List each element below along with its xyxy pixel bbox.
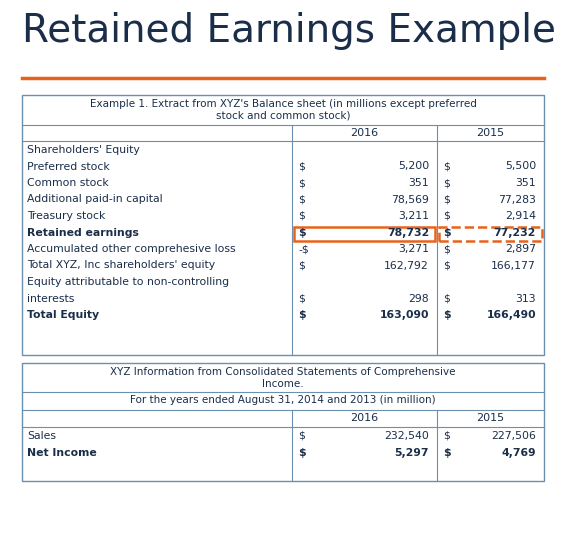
- Text: $: $: [443, 162, 450, 171]
- Bar: [22, 95, 544, 355]
- Text: 313: 313: [516, 294, 536, 304]
- Text: 163,090: 163,090: [379, 310, 429, 320]
- Text: For the years ended August 31, 2014 and 2013 (in million): For the years ended August 31, 2014 and …: [130, 395, 436, 405]
- Text: $: $: [298, 294, 305, 304]
- Text: Retained earnings: Retained earnings: [27, 228, 139, 238]
- Text: 232,540: 232,540: [384, 431, 429, 441]
- Text: interests: interests: [27, 294, 74, 304]
- Text: 78,569: 78,569: [391, 194, 429, 205]
- Text: 2016: 2016: [350, 128, 379, 138]
- Text: 162,792: 162,792: [384, 260, 429, 270]
- Text: 2015: 2015: [477, 413, 504, 423]
- Text: $: $: [298, 228, 306, 238]
- Text: $: $: [298, 310, 306, 320]
- Text: Shareholders' Equity: Shareholders' Equity: [27, 145, 140, 155]
- Text: $: $: [443, 448, 451, 458]
- Text: $: $: [298, 448, 306, 458]
- Text: 2015: 2015: [477, 128, 504, 138]
- Text: 2,897: 2,897: [505, 244, 536, 254]
- Text: 2,914: 2,914: [505, 211, 536, 221]
- Text: Equity attributable to non-controlling: Equity attributable to non-controlling: [27, 277, 229, 287]
- Text: Common stock: Common stock: [27, 178, 109, 188]
- Text: 3,271: 3,271: [398, 244, 429, 254]
- Text: $: $: [443, 294, 450, 304]
- Text: Sales: Sales: [27, 431, 56, 441]
- Text: $: $: [443, 310, 451, 320]
- Text: 78,732: 78,732: [387, 228, 429, 238]
- Text: $: $: [298, 260, 305, 270]
- Text: Total XYZ, Inc shareholders' equity: Total XYZ, Inc shareholders' equity: [27, 260, 215, 270]
- Text: $: $: [443, 228, 451, 238]
- Text: Accumulated other comprehesive loss: Accumulated other comprehesive loss: [27, 244, 235, 254]
- Text: -$: -$: [298, 244, 308, 254]
- Text: 3,211: 3,211: [398, 211, 429, 221]
- Bar: [294, 227, 435, 240]
- Text: $: $: [298, 162, 305, 171]
- Text: stock and common stock): stock and common stock): [216, 111, 350, 121]
- Text: Total Equity: Total Equity: [27, 310, 99, 320]
- Text: 77,283: 77,283: [498, 194, 536, 205]
- Bar: [439, 227, 542, 240]
- Text: 166,177: 166,177: [491, 260, 536, 270]
- Text: 2016: 2016: [350, 413, 379, 423]
- Text: Preferred stock: Preferred stock: [27, 162, 110, 171]
- Text: Retained Earnings Example: Retained Earnings Example: [22, 12, 556, 50]
- Text: 5,297: 5,297: [395, 448, 429, 458]
- Text: $: $: [298, 194, 305, 205]
- Text: 227,506: 227,506: [491, 431, 536, 441]
- Text: $: $: [298, 178, 305, 188]
- Text: Example 1. Extract from XYZ's Balance sheet (in millions except preferred: Example 1. Extract from XYZ's Balance sh…: [89, 99, 477, 109]
- Text: 351: 351: [409, 178, 429, 188]
- Text: Net Income: Net Income: [27, 448, 97, 458]
- Text: $: $: [443, 260, 450, 270]
- Text: $: $: [298, 431, 305, 441]
- Text: 351: 351: [516, 178, 536, 188]
- Text: $: $: [443, 178, 450, 188]
- Text: 166,490: 166,490: [486, 310, 536, 320]
- Text: 5,500: 5,500: [505, 162, 536, 171]
- Text: 77,232: 77,232: [494, 228, 536, 238]
- Text: Additional paid-in capital: Additional paid-in capital: [27, 194, 162, 205]
- Bar: [22, 363, 544, 481]
- Text: $: $: [443, 431, 450, 441]
- Text: XYZ Information from Consolidated Statements of Comprehensive: XYZ Information from Consolidated Statem…: [110, 367, 456, 377]
- Text: 298: 298: [409, 294, 429, 304]
- Text: $: $: [443, 211, 450, 221]
- Text: Income.: Income.: [262, 379, 304, 389]
- Text: 5,200: 5,200: [398, 162, 429, 171]
- Text: 4,769: 4,769: [501, 448, 536, 458]
- Text: $: $: [443, 194, 450, 205]
- Text: Treasury stock: Treasury stock: [27, 211, 105, 221]
- Text: $: $: [443, 244, 450, 254]
- Text: $: $: [298, 211, 305, 221]
